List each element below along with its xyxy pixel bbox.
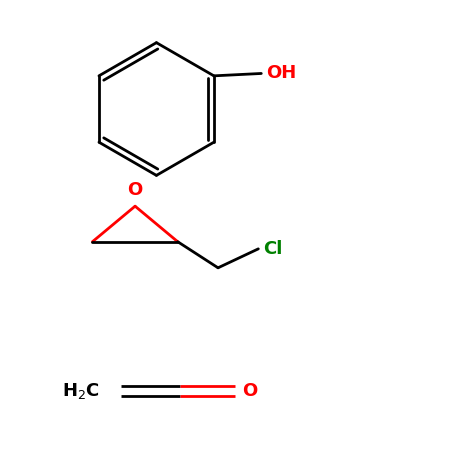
Text: OH: OH <box>266 64 296 82</box>
Text: O: O <box>242 382 257 400</box>
Text: O: O <box>128 181 143 199</box>
Text: H$_2$C: H$_2$C <box>62 381 100 401</box>
Text: Cl: Cl <box>263 240 283 258</box>
